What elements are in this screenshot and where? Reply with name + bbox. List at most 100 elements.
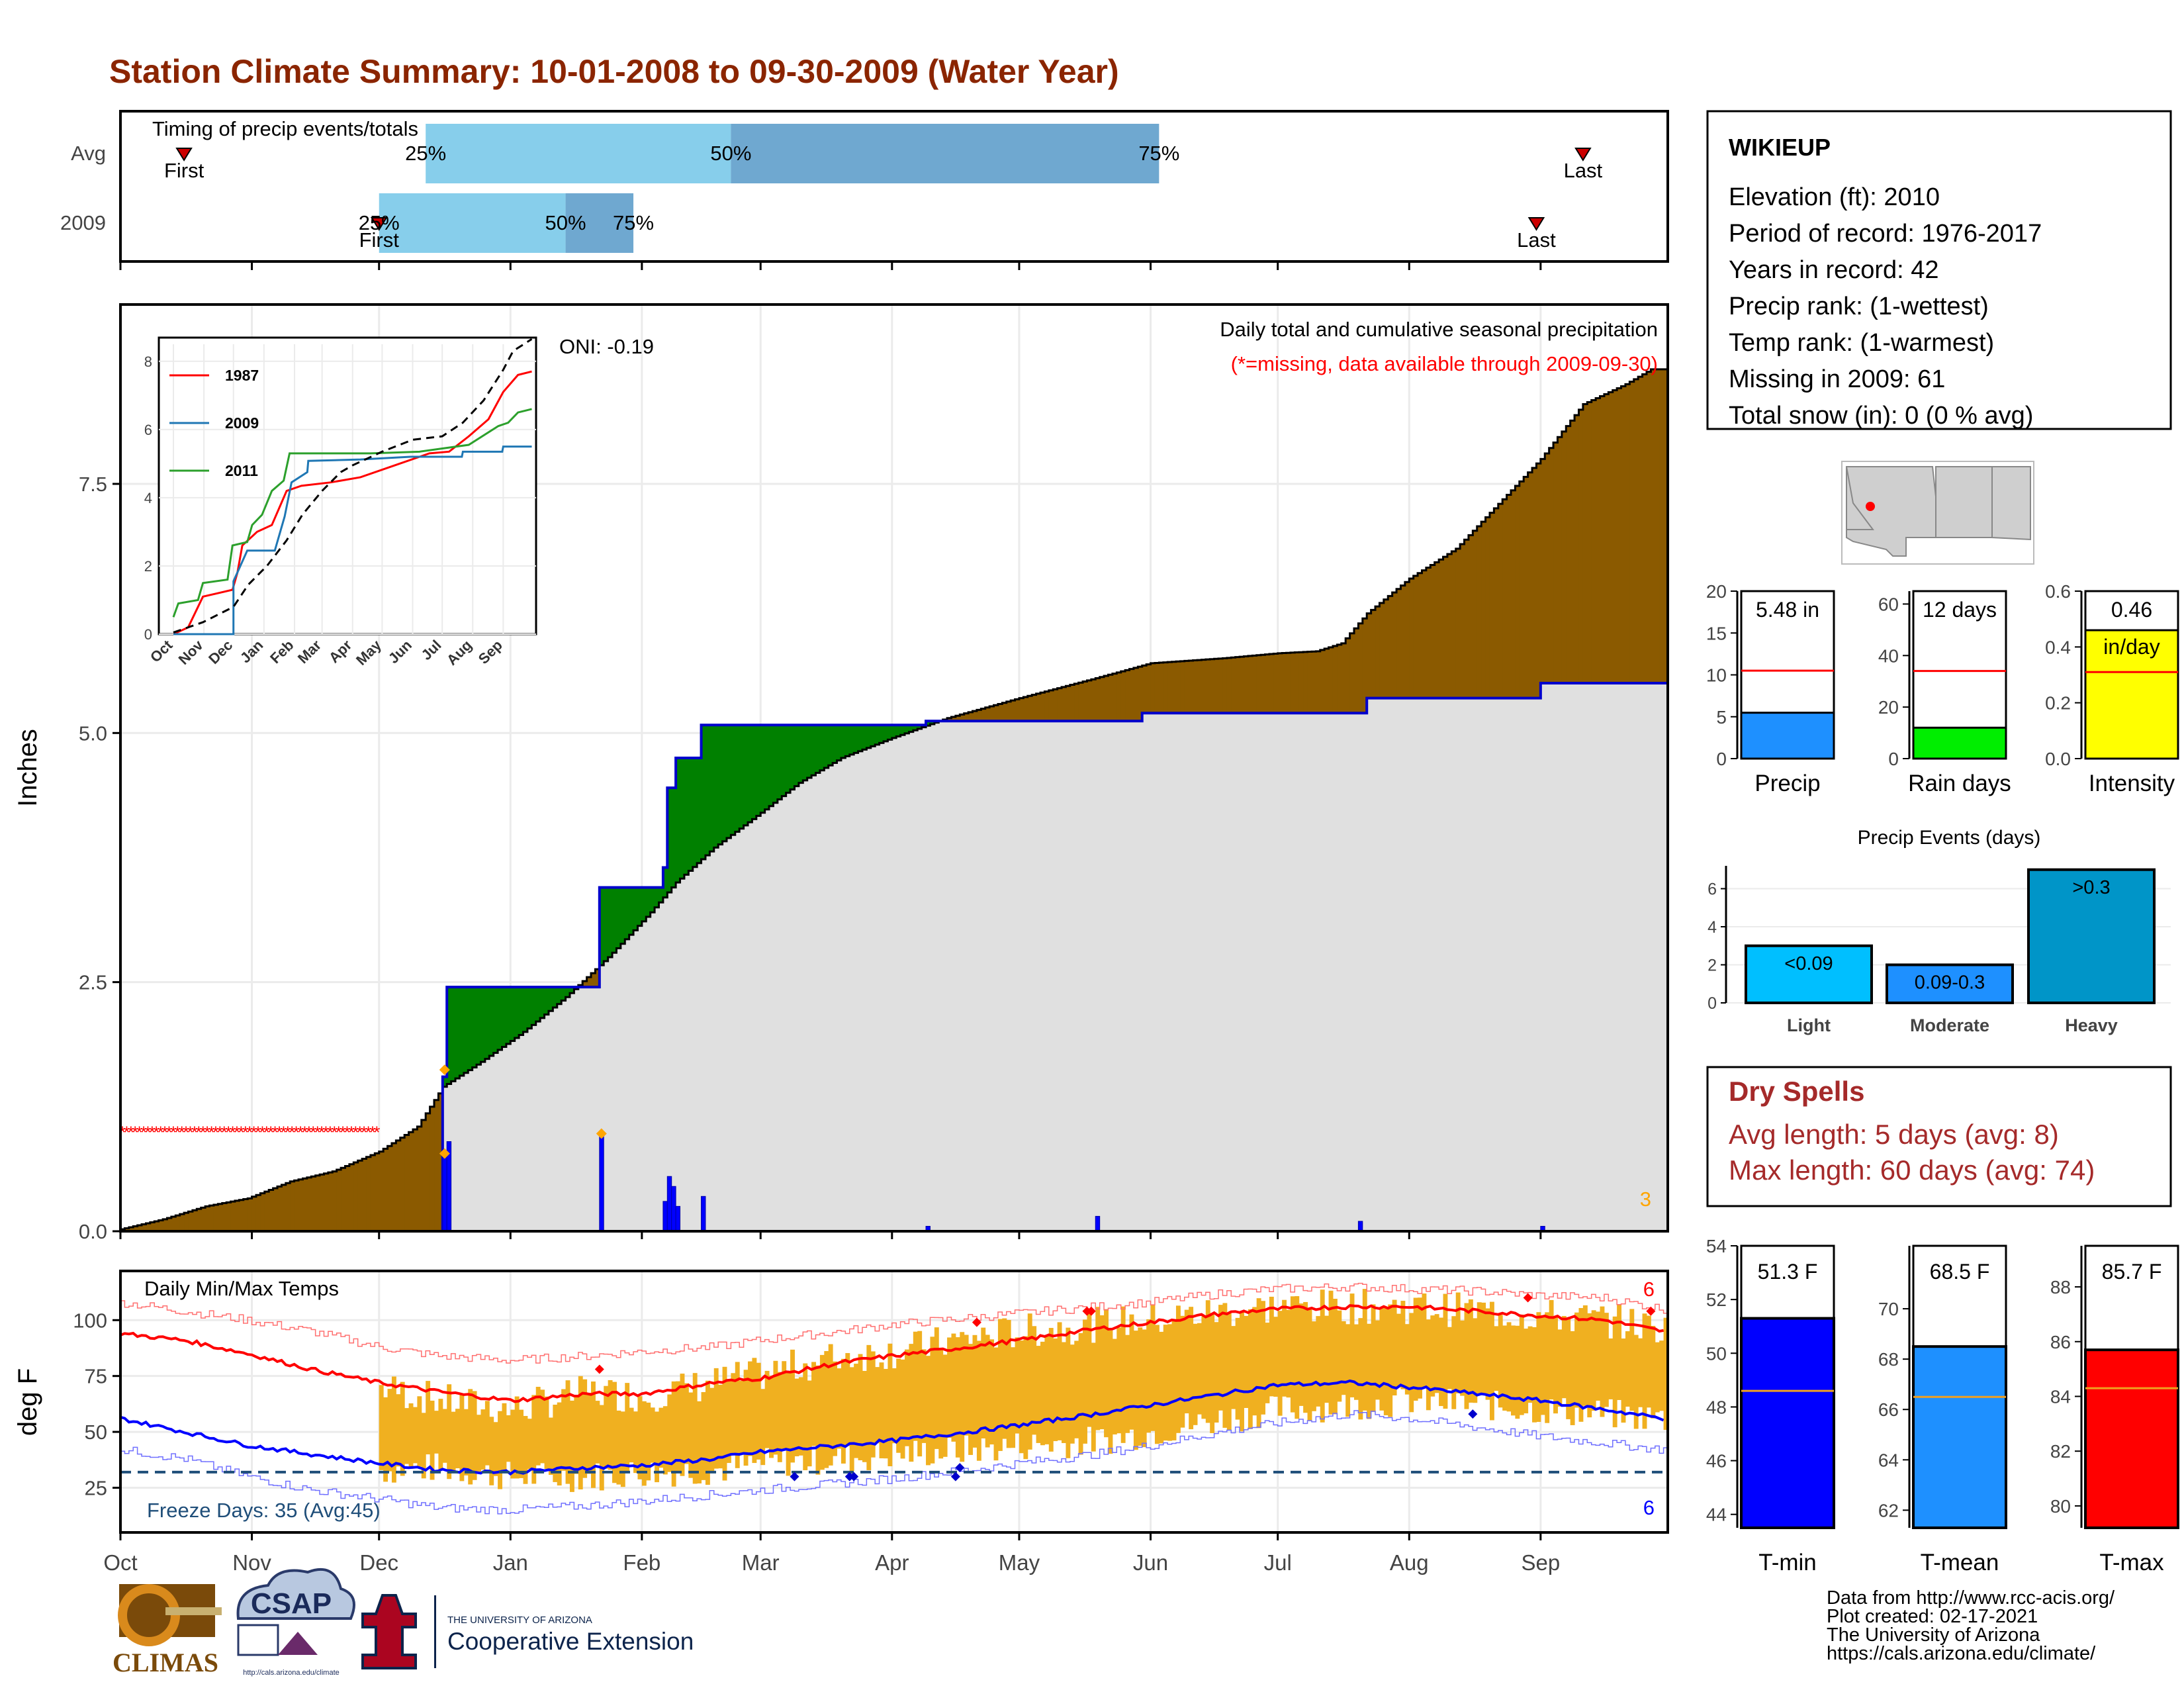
daily-temp-range-bar [819,1354,825,1470]
above-average-area [514,987,520,1038]
timing-p25-label: 25% [405,142,446,165]
daily-temp-range-bar [735,1362,740,1468]
below-average-area [1032,694,1037,722]
below-average-area [1066,686,1071,722]
below-average-area [230,1201,236,1231]
temp-bar-y-tick-label: 66 [1878,1399,1899,1420]
daily-temp-range-bar [1265,1323,1270,1403]
below-average-area [964,713,969,722]
record-high-marker [594,1364,604,1374]
below-average-area [1023,696,1028,722]
daily-temp-range-bar [561,1389,567,1471]
month-axis-label: Oct [103,1550,137,1575]
missing-day-marker: * [301,1122,308,1142]
events-y-tick-label: 4 [1707,918,1717,937]
daily-temp-range-bar [1044,1336,1050,1444]
above-average-area [926,721,931,726]
daily-temp-range-bar [1473,1318,1478,1403]
below-average-area [1116,672,1122,722]
above-average-area [913,725,918,731]
precip-y-tick-label: 7.5 [79,473,107,496]
precip-marker [439,1064,450,1076]
daily-temp-range-bar [807,1380,812,1467]
below-average-area [137,1225,142,1231]
below-average-area [213,1204,218,1231]
daily-temp-range-bar [777,1372,782,1462]
daily-temp-range-bar [646,1402,651,1481]
daily-temp-range-bar [1633,1335,1639,1429]
daily-temp-range-bar [608,1380,613,1470]
daily-temp-range-bar [731,1373,736,1455]
daily-temp-range-bar [798,1377,803,1456]
daily-temp-range-bar [913,1331,918,1441]
below-average-area [269,1190,274,1231]
daily-temp-range-bar [1197,1323,1202,1415]
below-average-area [277,1186,283,1231]
daily-temp-range-bar [417,1396,422,1467]
above-average-area [459,987,465,1076]
above-average-area [641,887,647,921]
below-average-area [1040,692,1045,722]
below-average-area [1248,655,1253,714]
timing-row-label: 2009 [60,211,106,234]
above-average-area [896,725,901,737]
above-average-area [752,725,757,820]
above-average-area [510,987,516,1041]
above-average-area [455,987,461,1079]
summary-y-tick-label: 40 [1878,645,1899,666]
timing-first-label: First [359,228,400,252]
temp-bar-y-tick-label: 70 [1878,1299,1899,1319]
precip-marker [596,1128,607,1139]
daily-temp-range-bar [1418,1297,1422,1399]
below-average-area [1159,663,1164,714]
daily-temp-range-bar [1367,1323,1372,1419]
below-average-area [1175,661,1181,714]
daily-temp-range-bar [1587,1313,1592,1418]
temp-bar-y-tick-label: 48 [1706,1397,1727,1417]
daily-temp-range-bar [1277,1311,1283,1416]
temp-value-label: 51.3 F [1758,1260,1818,1284]
below-average-area [1316,651,1321,714]
above-average-area [506,987,511,1044]
below-average-area [582,981,588,988]
summary-y-tick-label: 0.0 [2045,749,2071,769]
daily-temp-range-bar [862,1370,867,1462]
daily-temp-range-bar [629,1407,634,1463]
missing-day-marker: * [216,1122,223,1142]
below-average-area [1506,494,1512,698]
below-average-area [201,1207,206,1231]
daily-temp-range-bar [1150,1304,1156,1431]
daily-temp-range-bar [1625,1331,1630,1407]
missing-day-marker: * [289,1122,295,1142]
below-average-area [1549,447,1554,684]
daily-temp-range-bar [1201,1316,1206,1419]
temp-bar-y-tick-label: 62 [1878,1500,1899,1521]
below-average-area [586,977,592,988]
daily-precip-bar [675,1205,681,1232]
below-average-area [370,1155,375,1231]
below-average-area [285,1183,291,1231]
below-average-area [1625,384,1630,684]
csap-logo-text: CSAP [251,1587,332,1620]
daily-precip-bar [701,1196,706,1232]
above-average-area [930,721,935,724]
below-average-area [1489,512,1494,698]
below-average-area [430,1106,435,1231]
missing-day-marker: * [251,1122,257,1142]
daily-temp-range-bar [748,1361,752,1456]
daily-temp-range-bar [1099,1315,1105,1430]
daily-temp-range-bar [1133,1331,1138,1450]
below-average-area [1596,398,1601,684]
events-y-tick-label: 2 [1707,957,1717,975]
daily-temp-range-bar [1353,1324,1359,1400]
daily-temp-range-bar [769,1376,774,1458]
below-average-area [1019,698,1024,722]
daily-temp-range-bar [1404,1324,1410,1395]
daily-temp-range-bar [1320,1289,1325,1423]
daily-temp-range-bar [968,1344,974,1455]
above-average-area [493,987,498,1053]
below-average-area [1193,660,1198,714]
record-high-marker [1523,1293,1533,1303]
below-average-area [353,1162,359,1231]
below-average-area [595,969,600,988]
